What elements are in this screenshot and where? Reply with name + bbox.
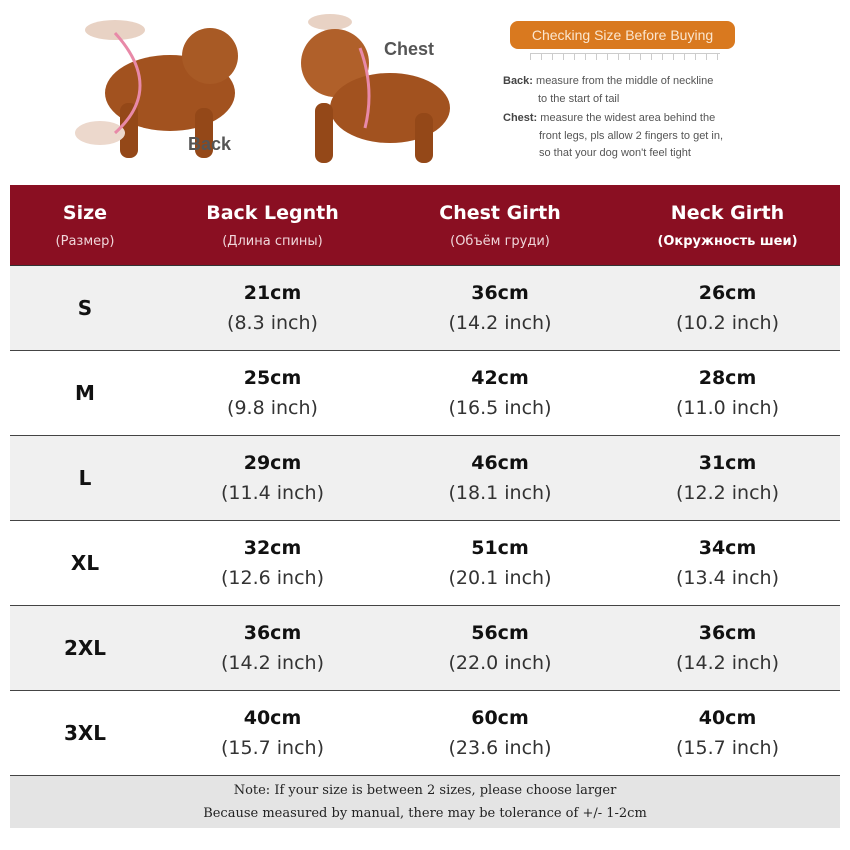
size-cell: 3XL xyxy=(10,690,160,776)
neck-cell: 26cm (10.2 inch) xyxy=(615,265,840,351)
table-row: S 21cm (8.3 inch) 36cm (14.2 inch) 26cm (10.2 … xyxy=(10,265,840,351)
size-cell: XL xyxy=(10,520,160,606)
header-chest-girth: Chest Girth (Объём груди) xyxy=(385,185,615,266)
checking-size-banner: Checking Size Before Buying xyxy=(510,21,735,49)
ruler-icon xyxy=(530,53,720,60)
chest-cell: 46cm (18.1 inch) xyxy=(385,435,615,521)
chest-cell: 36cm (14.2 inch) xyxy=(385,265,615,351)
size-cell: L xyxy=(10,435,160,521)
neck-cell: 40cm (15.7 inch) xyxy=(615,690,840,776)
table-row: L 29cm (11.4 inch) 46cm (18.1 inch) 31cm (12.2… xyxy=(10,435,840,521)
dog-back-measure-image xyxy=(75,20,238,158)
back-cell: 36cm (14.2 inch) xyxy=(160,605,385,691)
table-row: 2XL 36cm (14.2 inch) 56cm (22.0 inch) 36cm (14… xyxy=(10,605,840,691)
neck-cell: 36cm (14.2 inch) xyxy=(615,605,840,691)
neck-cell: 34cm (13.4 inch) xyxy=(615,520,840,606)
size-cell: S xyxy=(10,265,160,351)
chest-cell: 51cm (20.1 inch) xyxy=(385,520,615,606)
back-label: Back xyxy=(188,134,232,154)
chest-cell: 42cm (16.5 inch) xyxy=(385,350,615,436)
back-description: Back: measure from the middle of necklin… xyxy=(503,75,714,105)
dog-chest-measure-image xyxy=(301,14,450,163)
neck-cell: 31cm (12.2 inch) xyxy=(615,435,840,521)
back-cell: 40cm (15.7 inch) xyxy=(160,690,385,776)
chest-cell: 60cm (23.6 inch) xyxy=(385,690,615,776)
measurement-illustration: Back Chest Checking Size Before Buying B… xyxy=(0,0,850,180)
size-cell: M xyxy=(10,350,160,436)
back-cell: 21cm (8.3 inch) xyxy=(160,265,385,351)
table-header-row: Size (Размер) Back Legnth (Длина спины) Ch… xyxy=(10,185,840,266)
size-table: Size (Размер) Back Legnth (Длина спины) Ch… xyxy=(10,185,840,776)
chest-label: Chest xyxy=(384,39,435,59)
table-row: 3XL 40cm (15.7 inch) 60cm (23.6 inch) 40cm (15… xyxy=(10,690,840,776)
neck-cell: 28cm (11.0 inch) xyxy=(615,350,840,436)
table-row: XL 32cm (12.6 inch) 51cm (20.1 inch) 34cm (13.… xyxy=(10,520,840,606)
back-cell: 25cm (9.8 inch) xyxy=(160,350,385,436)
size-cell: 2XL xyxy=(10,605,160,691)
header-size: Size (Размер) xyxy=(10,185,160,266)
footer-note: Note: If your size is between 2 sizes, p… xyxy=(10,776,840,828)
back-cell: 32cm (12.6 inch) xyxy=(160,520,385,606)
table-row: M 25cm (9.8 inch) 42cm (16.5 inch) 28cm (11.0 … xyxy=(10,350,840,436)
header-back-length: Back Legnth (Длина спины) xyxy=(160,185,385,266)
chest-description: Chest: measure the widest area behind th… xyxy=(503,112,724,159)
chest-cell: 56cm (22.0 inch) xyxy=(385,605,615,691)
header-neck-girth: Neck Girth (Окружность шеи) xyxy=(615,185,840,266)
back-cell: 29cm (11.4 inch) xyxy=(160,435,385,521)
